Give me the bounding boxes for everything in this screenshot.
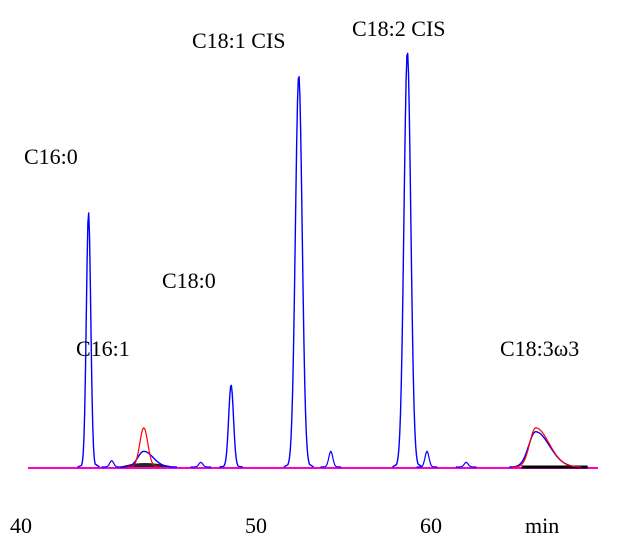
peak-label-c18-0: C18:0 [162,268,216,293]
minor-peak-2 [416,450,438,468]
peak-label-c18-1-cis: C18:1 CIS [192,28,286,53]
peak-trace-c18-2-cis [392,52,423,468]
trace-layer [77,52,583,468]
peak-trace-c18-0 [219,384,243,468]
peak-trace-c16-1 [120,450,178,468]
peak-label-c18-3w3: C18:3ω3 [500,336,580,361]
peak-trace-c16-0 [77,212,100,468]
x-tick-label-60: 60 [420,513,442,538]
peak-label-c16-1: C16:1 [76,336,130,361]
peak-trace-c18-1-cis [283,76,314,468]
x-tick-label-40: 40 [10,513,32,538]
minor-peak-4 [455,461,477,468]
minor-peak-3 [190,461,212,468]
peak-label-c18-2-cis: C18:2 CIS [352,16,446,41]
minor-peak-1 [320,450,342,468]
overlay-layer [126,426,581,468]
peak-label-c16-0: C16:0 [24,144,78,169]
minor-peak-0 [101,459,123,468]
x-axis-unit-label: min [525,513,560,538]
overlay-trace-c16-1 [126,426,161,468]
overlay-trace-c18-3 [512,427,581,468]
x-tick-label-50: 50 [245,513,267,538]
